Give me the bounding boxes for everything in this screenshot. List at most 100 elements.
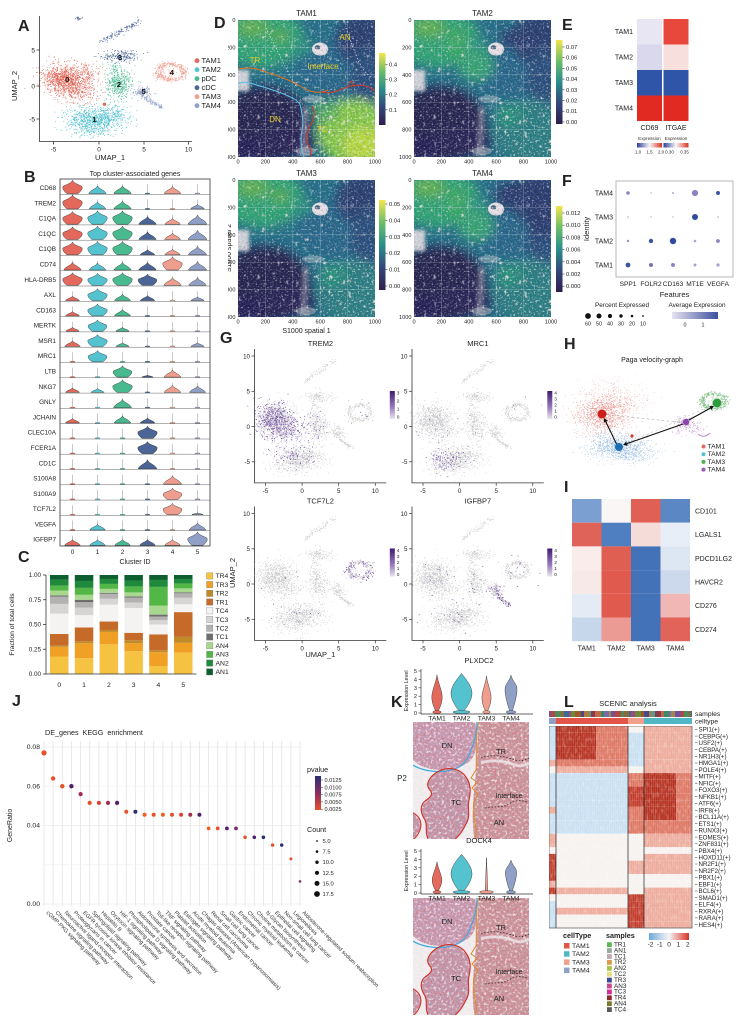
svg-text:200: 200 [261,320,270,326]
svg-text:4: 4 [554,548,557,554]
svg-text:TAM3: TAM3 [572,959,590,966]
svg-text:4: 4 [170,68,175,77]
svg-text:1: 1 [554,566,557,572]
svg-text:TC4: TC4 [614,1006,627,1013]
svg-text:600: 600 [492,160,501,166]
svg-text:I: I [564,480,568,496]
svg-text:UMAP_1: UMAP_1 [305,650,335,659]
svg-text:Interface: Interface [307,62,339,71]
svg-text:0.0075: 0.0075 [325,793,342,799]
svg-text:0.04: 0.04 [566,77,578,83]
svg-text:C: C [18,549,30,566]
svg-text:0.00: 0.00 [27,901,40,908]
svg-text:L: L [564,694,574,711]
svg-text:-5: -5 [402,617,408,624]
svg-text:400: 400 [402,73,411,79]
svg-text:TAM4: TAM4 [595,190,613,197]
svg-text:JCHAIN: JCHAIN [33,414,56,421]
svg-text:10: 10 [243,353,250,360]
svg-text:TAM4: TAM4 [572,968,590,975]
svg-text:0.3: 0.3 [389,78,397,84]
svg-text:1: 1 [92,115,96,124]
svg-text:0: 0 [408,178,411,184]
svg-text:TAM2: TAM2 [607,646,625,653]
svg-text:2: 2 [117,80,121,89]
svg-text:TC2: TC2 [614,971,627,978]
svg-text:0.30: 0.30 [665,150,674,155]
svg-text:SMAD1(+): SMAD1(+) [699,895,728,902]
svg-text:BCL11A(+): BCL11A(+) [699,814,729,821]
svg-text:0: 0 [232,178,235,184]
svg-text:GNLY: GNLY [39,399,57,406]
svg-text:400: 400 [464,320,473,326]
svg-text:TR2: TR2 [614,959,627,966]
svg-text:1000: 1000 [399,155,411,161]
svg-text:IGFBP7: IGFBP7 [33,537,56,544]
svg-text:TC: TC [317,125,328,134]
svg-text:TAM1: TAM1 [202,56,221,65]
svg-text:SPP1: SPP1 [620,281,637,288]
svg-text:CD163: CD163 [663,281,684,288]
svg-text:AN: AN [339,33,350,42]
svg-text:TR: TR [496,747,507,756]
svg-text:0: 0 [458,488,462,495]
svg-text:7.5: 7.5 [323,850,331,856]
svg-text:TREM2: TREM2 [34,200,56,207]
svg-text:0.02: 0.02 [389,251,400,257]
svg-text:0.35: 0.35 [680,150,689,155]
svg-text:MRC1: MRC1 [467,339,488,348]
svg-text:TCF7L2: TCF7L2 [33,506,57,513]
svg-text:0.01: 0.01 [389,268,400,274]
svg-text:cellType: cellType [563,931,591,940]
svg-text:17.5: 17.5 [323,892,334,898]
svg-text:TAM3: TAM3 [637,646,655,653]
svg-text:40: 40 [607,322,613,328]
svg-text:3: 3 [397,554,400,560]
svg-text:A: A [18,18,30,35]
svg-text:Paga velocity-graph: Paga velocity-graph [621,357,683,364]
svg-text:TAM4: TAM4 [502,896,520,903]
svg-text:CD74: CD74 [40,261,57,268]
svg-text:TAM2: TAM2 [572,951,590,958]
svg-text:0: 0 [412,160,415,166]
svg-text:0.03: 0.03 [566,88,577,94]
svg-text:Fraction of total cells: Fraction of total cells [9,593,16,656]
svg-text:H: H [564,336,576,353]
svg-text:GeneRatio: GeneRatio [7,809,14,843]
svg-text:0: 0 [236,320,239,326]
svg-text:FOLR2: FOLR2 [640,281,662,288]
svg-text:3: 3 [146,549,150,556]
svg-text:0.05: 0.05 [566,66,577,72]
svg-text:5.0: 5.0 [323,839,331,845]
svg-text:TC: TC [451,974,462,983]
svg-text:-5: -5 [51,147,57,154]
svg-text:10: 10 [529,645,536,652]
svg-text:4: 4 [397,548,400,554]
svg-text:EBF1(+): EBF1(+) [699,881,722,888]
svg-text:0.006: 0.006 [566,248,581,254]
svg-text:0.00: 0.00 [29,671,42,678]
svg-text:TAM4: TAM4 [615,105,633,112]
svg-text:5: 5 [414,849,417,855]
svg-text:C1QA: C1QA [39,216,57,223]
svg-text:400: 400 [288,160,297,166]
svg-text:3: 3 [414,866,417,872]
svg-text:10: 10 [185,147,193,154]
svg-text:Average Expression: Average Expression [668,302,726,309]
svg-text:30: 30 [618,322,624,328]
svg-text:0.002: 0.002 [566,272,581,278]
svg-text:5: 5 [31,47,35,54]
svg-text:1: 1 [414,703,417,709]
svg-text:TAM1: TAM1 [428,896,446,903]
svg-text:1: 1 [397,407,400,413]
svg-text:TAM3: TAM3 [615,80,633,87]
svg-text:4: 4 [554,391,557,397]
svg-text:C1QB: C1QB [39,246,56,253]
svg-text:ITGAE: ITGAE [665,125,686,132]
svg-text:USF2(+): USF2(+) [699,740,723,747]
svg-text:CD69: CD69 [641,125,659,132]
svg-text:0.02: 0.02 [566,99,577,105]
svg-text:K: K [391,694,403,711]
svg-text:F: F [562,173,572,190]
svg-text:CLEC10A: CLEC10A [28,430,57,437]
